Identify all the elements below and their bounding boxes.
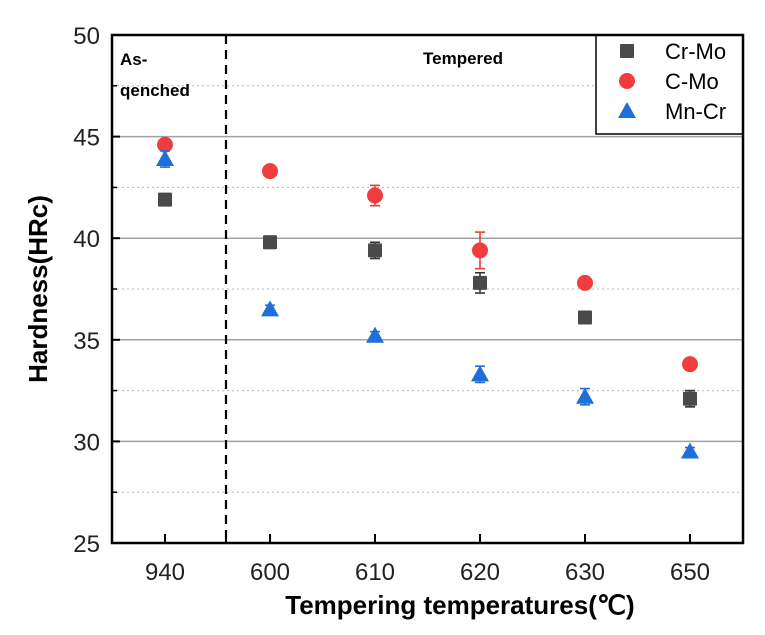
y-tick-label: 50 <box>73 23 100 50</box>
x-tick-label: 620 <box>460 559 500 586</box>
data-point-circle <box>577 274 593 291</box>
legend-marker-triangle <box>618 102 636 118</box>
data-point-square <box>158 192 172 207</box>
gridlines <box>112 85 743 493</box>
y-tick-label: 25 <box>73 531 100 558</box>
series-c-mo <box>157 136 698 373</box>
data-point-circle <box>367 187 383 204</box>
x-tick-label: 630 <box>565 559 605 586</box>
y-tick-label: 45 <box>73 125 100 152</box>
data-point-circle <box>472 242 488 259</box>
data-point-triangle <box>471 365 489 382</box>
region-label-tempered: Tempered <box>423 49 503 68</box>
data-point-square <box>368 243 382 258</box>
data-point-triangle <box>576 387 594 404</box>
data-point-triangle <box>156 149 174 166</box>
x-tick-label: 610 <box>355 559 395 586</box>
x-tick-label: 940 <box>145 559 185 586</box>
y-axis-title: Hardness(HRc) <box>23 195 53 383</box>
data-point-square <box>578 310 592 325</box>
legend-label: Mn-Cr <box>665 99 726 124</box>
y-tick-label: 35 <box>73 328 100 355</box>
data-point-square <box>263 235 277 250</box>
data-point-square <box>473 275 487 290</box>
y-tick-label: 40 <box>73 226 100 253</box>
x-tick-label: 600 <box>250 559 290 586</box>
region-labels: As-qenched Tempered <box>120 49 503 100</box>
region-label-as-quenched-line1: As- <box>120 50 147 69</box>
data-point-circle <box>682 356 698 373</box>
data-point-square <box>683 391 697 406</box>
series-cr-mo <box>158 192 697 408</box>
axes: 25 30 35 40 45 50 940 600 610 620 630 650 <box>73 23 745 586</box>
data-point-circle <box>262 163 278 180</box>
legend-label: C-Mo <box>665 69 719 94</box>
legend: Cr-Mo C-Mo Mn-Cr <box>595 34 744 135</box>
y-tick-label: 30 <box>73 429 100 456</box>
x-tick-label: 650 <box>670 559 710 586</box>
region-label-as-quenched-line2: qenched <box>120 81 190 100</box>
data-point-triangle <box>681 442 699 459</box>
legend-label: Cr-Mo <box>665 39 726 64</box>
legend-marker-circle <box>619 73 635 89</box>
legend-marker-square <box>620 44 634 58</box>
data-point-triangle <box>366 326 384 343</box>
x-axis-title: Tempering temperatures(℃) <box>285 590 634 620</box>
data-point-circle <box>157 136 173 153</box>
series-mn-cr <box>156 149 699 459</box>
data-point-triangle <box>261 300 279 317</box>
data-points <box>156 136 699 459</box>
